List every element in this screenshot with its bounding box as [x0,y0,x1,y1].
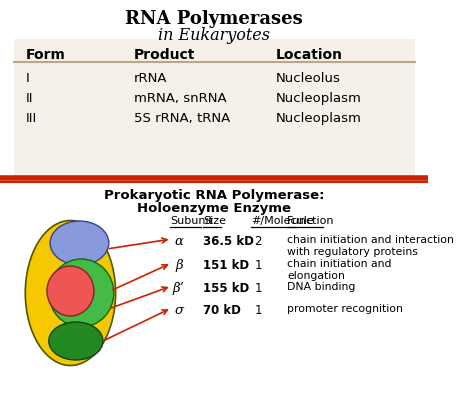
Text: mRNA, snRNA: mRNA, snRNA [134,92,226,105]
Text: σ: σ [174,303,183,316]
Ellipse shape [47,266,94,316]
Ellipse shape [25,221,116,366]
Text: chain initiation and
elongation: chain initiation and elongation [287,258,392,281]
Text: #/Molecule: #/Molecule [251,216,314,225]
Text: Nucleolus: Nucleolus [275,72,340,85]
Text: DNA binding: DNA binding [287,281,356,291]
Text: promoter recognition: promoter recognition [287,303,403,313]
Text: Subunit: Subunit [170,216,213,225]
Ellipse shape [49,259,114,327]
Text: Product: Product [134,48,195,62]
Text: Holoenzyme Enzyme: Holoenzyme Enzyme [137,202,291,214]
Ellipse shape [50,221,109,265]
Ellipse shape [49,322,103,360]
Text: II: II [25,92,33,105]
Text: I: I [25,72,29,85]
Text: Nucleoplasm: Nucleoplasm [275,92,361,105]
Text: Nucleoplasm: Nucleoplasm [275,112,361,125]
Text: RNA Polymerases: RNA Polymerases [125,10,303,28]
Text: 70 kD: 70 kD [203,303,241,316]
Text: 2: 2 [255,234,262,247]
Text: in Eukaryotes: in Eukaryotes [158,27,270,44]
Text: 1: 1 [255,258,262,271]
Text: β’: β’ [173,281,185,294]
Text: Form: Form [25,48,65,62]
Text: rRNA: rRNA [134,72,167,85]
Text: chain initiation and interaction
with regulatory proteins: chain initiation and interaction with re… [287,234,454,257]
Text: 36.5 kD: 36.5 kD [203,234,254,247]
Text: III: III [25,112,36,125]
Text: 1: 1 [255,303,262,316]
Text: α: α [174,234,183,247]
Text: 151 kD: 151 kD [203,258,249,271]
Text: β: β [175,258,182,271]
Text: Location: Location [275,48,342,62]
Text: 155 kD: 155 kD [203,281,249,294]
Text: 1: 1 [255,281,262,294]
FancyBboxPatch shape [14,40,415,178]
Text: Function: Function [287,216,335,225]
Text: Prokaryotic RNA Polymerase:: Prokaryotic RNA Polymerase: [104,189,324,202]
Text: Size: Size [203,216,226,225]
Text: 5S rRNA, tRNA: 5S rRNA, tRNA [134,112,230,125]
